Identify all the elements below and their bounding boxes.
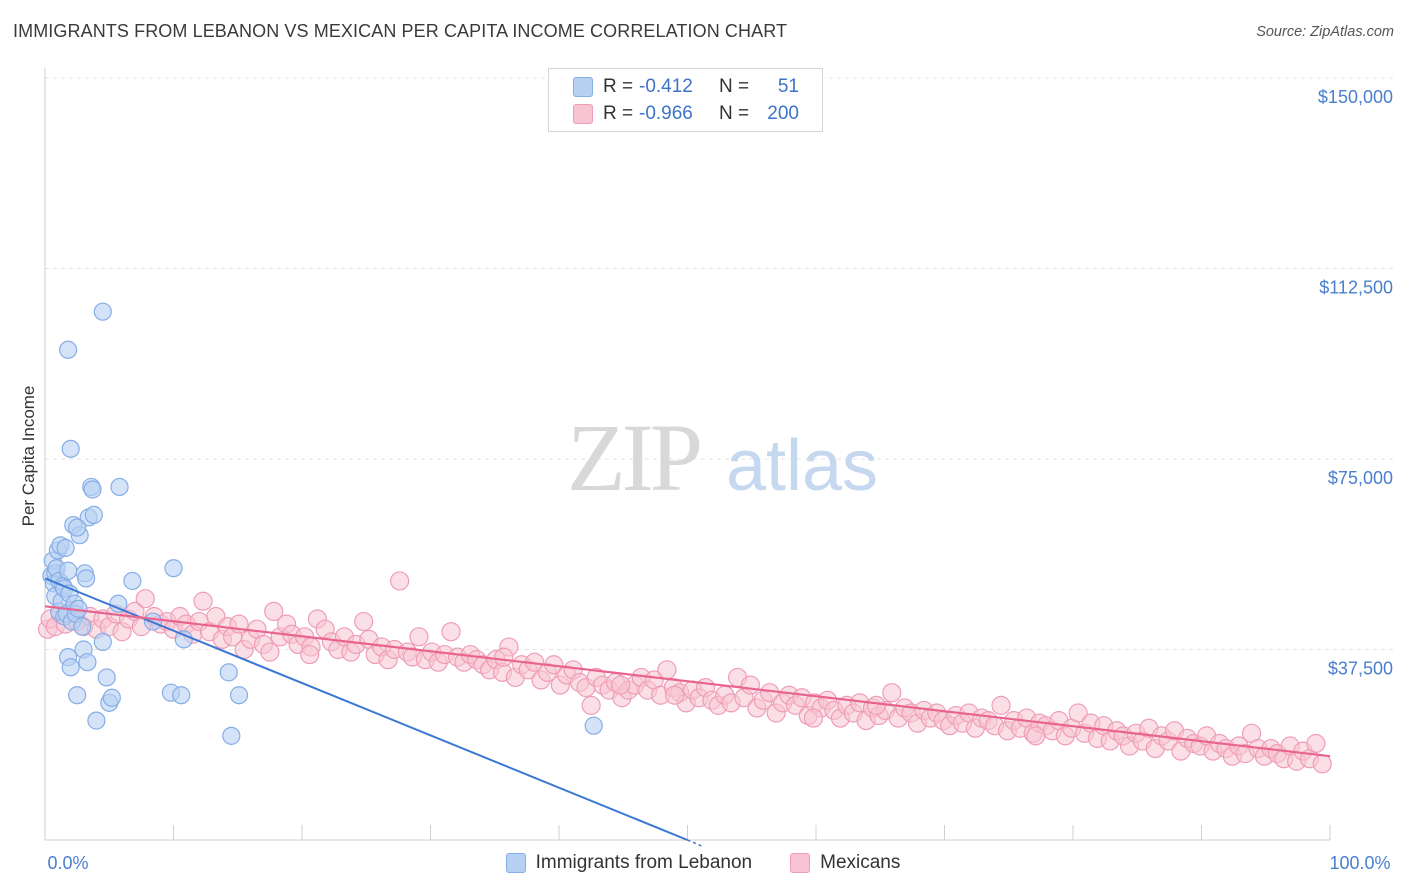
x-tick-label-min: 0.0% — [47, 853, 88, 873]
lebanon-point — [123, 571, 142, 591]
watermark: ZIP atlas — [567, 404, 878, 511]
source-label: Source: ZipAtlas.com — [1256, 24, 1394, 40]
lebanon-points — [42, 302, 603, 745]
lebanon-point — [172, 686, 191, 705]
mexicans-point — [803, 708, 824, 728]
legend-r-label: R = — [603, 76, 634, 97]
legend-r-value: -0.412 — [639, 76, 693, 97]
lebanon-point — [110, 477, 129, 497]
mexicans-point — [991, 695, 1011, 715]
lebanon-point — [97, 668, 116, 687]
legend-item-lebanon[interactable]: Immigrants from Lebanon — [505, 852, 753, 874]
lebanon-point — [77, 569, 96, 588]
lebanon-point — [93, 632, 112, 651]
lebanon-point — [84, 505, 103, 524]
mexicans-point — [581, 695, 601, 715]
legend-swatch-blue — [505, 853, 526, 873]
legend-n-value: 200 — [767, 103, 799, 124]
mexicans-trend-line — [44, 605, 1331, 758]
legend-n-label: N = — [719, 76, 750, 97]
lebanon-point — [229, 686, 249, 705]
mexicans-point — [866, 695, 886, 715]
lebanon-point — [222, 726, 241, 745]
mexicans-point — [264, 601, 284, 622]
x-tick-label-max: 100.0% — [1329, 853, 1390, 873]
mexicans-point — [665, 685, 685, 705]
trend-lines — [44, 577, 1331, 847]
legend-swatch-pink — [790, 853, 811, 873]
mexicans-point — [611, 675, 631, 695]
watermark-zip: ZIP — [567, 404, 700, 511]
mexicans-point — [193, 591, 213, 611]
legend-swatch-blue — [573, 77, 593, 97]
lebanon-point — [93, 302, 112, 321]
lebanon-point — [219, 663, 238, 682]
series-legend: Immigrants from Lebanon Mexicans — [0, 852, 1406, 874]
watermark-atlas: atlas — [726, 426, 878, 506]
legend-row-lebanon: R = -0.412 N = 51 — [573, 75, 799, 99]
mexicans-point — [882, 683, 902, 703]
mexicans-point — [494, 647, 514, 667]
legend-item-mexicans[interactable]: Mexicans — [790, 852, 900, 874]
legend-label-lebanon: Immigrants from Lebanon — [535, 852, 753, 873]
y-tick-label: $112,500 — [1319, 278, 1393, 298]
y-tick-labels: $37,500 $75,000 $112,500 $150,000 — [1318, 87, 1393, 679]
lebanon-point — [68, 686, 87, 705]
x-tick-labels: 0.0% 100.0% — [47, 853, 1390, 873]
lebanon-point — [78, 653, 97, 672]
mexicans-point — [740, 675, 761, 695]
lebanon-point — [584, 716, 603, 735]
mexicans-point — [300, 644, 320, 665]
mexicans-point — [1068, 703, 1088, 723]
mexicans-point — [1026, 726, 1046, 746]
legend-swatch-pink — [573, 104, 593, 124]
lebanon-point — [59, 561, 78, 580]
mexicans-point — [657, 660, 677, 680]
lebanon-point — [102, 688, 121, 707]
legend-n-label: N = — [719, 103, 750, 124]
grid-lines — [45, 77, 1395, 650]
lebanon-point — [61, 658, 80, 677]
lebanon-point — [164, 559, 183, 578]
mexicans-point — [135, 589, 155, 609]
y-tick-label: $150,000 — [1318, 87, 1393, 107]
mexicans-point — [1312, 754, 1332, 774]
lebanon-trend-extension — [687, 839, 702, 847]
correlation-legend: R = -0.412 N = 51 R = -0.966 N = 200 — [548, 68, 823, 132]
chart-title: IMMIGRANTS FROM LEBANON VS MEXICAN PER C… — [13, 21, 788, 41]
mexicans-point — [354, 611, 374, 632]
mexicans-point — [1306, 733, 1326, 754]
mexicans-point — [390, 571, 410, 591]
lebanon-point — [56, 538, 75, 558]
legend-n-value: 51 — [777, 76, 799, 97]
legend-row-mexicans: R = -0.966 N = 200 — [573, 102, 799, 126]
legend-r-label: R = — [603, 103, 634, 124]
y-tick-label: $37,500 — [1328, 659, 1393, 679]
mexicans-point — [409, 627, 429, 647]
lebanon-point — [73, 617, 92, 636]
mexicans-point — [260, 642, 280, 662]
legend-r-value: -0.966 — [639, 103, 693, 124]
lebanon-trend-line — [44, 577, 688, 841]
lebanon-point — [59, 340, 78, 359]
y-tick-label: $75,000 — [1328, 468, 1393, 488]
lebanon-point — [61, 439, 80, 458]
lebanon-point — [68, 518, 87, 537]
lebanon-point — [87, 711, 106, 730]
lebanon-point — [83, 480, 102, 499]
mexicans-point — [441, 622, 461, 642]
legend-label-mexicans: Mexicans — [820, 852, 901, 873]
